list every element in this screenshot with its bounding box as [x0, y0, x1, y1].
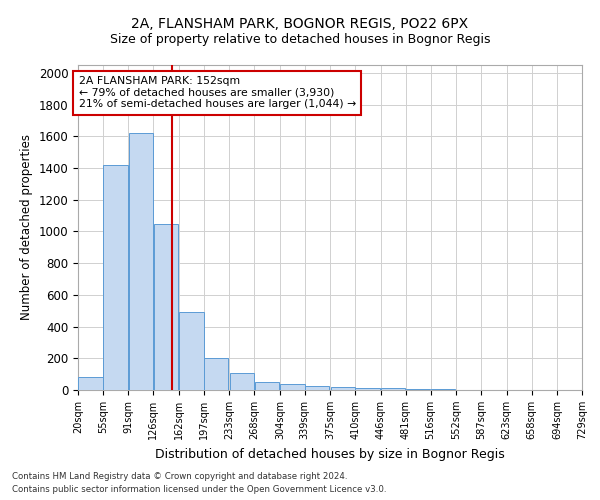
- Bar: [431, 389, 455, 390]
- Bar: [230, 374, 254, 390]
- Bar: [78, 378, 103, 390]
- X-axis label: Distribution of detached houses by size in Bognor Regis: Distribution of detached houses by size …: [155, 448, 505, 460]
- Bar: [331, 387, 355, 390]
- Bar: [129, 133, 153, 390]
- Bar: [254, 382, 279, 390]
- Bar: [204, 358, 229, 390]
- Bar: [381, 388, 406, 390]
- Text: Contains public sector information licensed under the Open Government Licence v3: Contains public sector information licen…: [12, 485, 386, 494]
- Text: Size of property relative to detached houses in Bognor Regis: Size of property relative to detached ho…: [110, 32, 490, 46]
- Bar: [305, 386, 329, 390]
- Y-axis label: Number of detached properties: Number of detached properties: [20, 134, 33, 320]
- Bar: [154, 224, 178, 390]
- Bar: [280, 384, 305, 390]
- Bar: [103, 165, 128, 390]
- Bar: [406, 388, 430, 390]
- Bar: [355, 388, 380, 390]
- Bar: [179, 312, 203, 390]
- Text: 2A, FLANSHAM PARK, BOGNOR REGIS, PO22 6PX: 2A, FLANSHAM PARK, BOGNOR REGIS, PO22 6P…: [131, 18, 469, 32]
- Text: 2A FLANSHAM PARK: 152sqm
← 79% of detached houses are smaller (3,930)
21% of sem: 2A FLANSHAM PARK: 152sqm ← 79% of detach…: [79, 76, 356, 110]
- Text: Contains HM Land Registry data © Crown copyright and database right 2024.: Contains HM Land Registry data © Crown c…: [12, 472, 347, 481]
